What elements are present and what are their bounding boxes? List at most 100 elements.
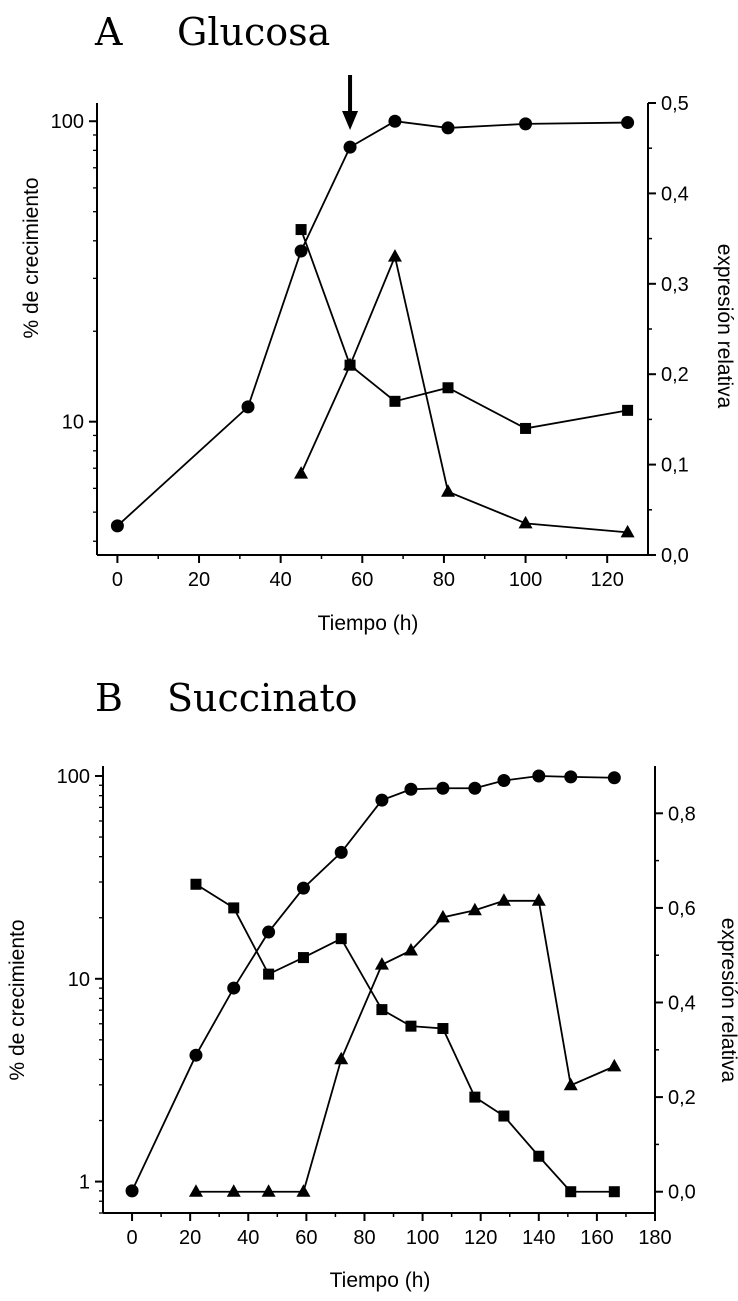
panel-b-y2-tick-label-0,6: 0,6 — [668, 898, 696, 920]
panel-a-x-tick-label-40: 40 — [270, 569, 292, 591]
panel-a-square-series-line — [300, 229, 628, 430]
panel-b-square-point — [228, 902, 240, 914]
panel-a-x-tick-label-120: 120 — [590, 569, 623, 591]
panel-a-y-tick-label-10: 10 — [62, 412, 84, 434]
panel-b-triangle-point — [467, 902, 482, 916]
panel-b-square-point — [376, 1004, 388, 1016]
chart-panel-succinato: B Succinato Tiempo (h) % de crecimiento … — [6, 676, 738, 1292]
panel-b-square-series-line — [195, 883, 615, 1193]
panel-b-circle-point — [125, 1184, 139, 1198]
panel-b-x-tick-label-180: 180 — [638, 1227, 671, 1249]
panel-b-triangle-point — [374, 957, 389, 970]
panel-b-y2-tick-label-0,4: 0,4 — [668, 993, 696, 1015]
panel-a-series — [110, 75, 635, 538]
panel-a-circle-point — [621, 116, 635, 130]
panel-b-x-tick-label-40: 40 — [237, 1227, 259, 1249]
panel-a-circle-point — [241, 400, 255, 414]
panel-b-square-point — [190, 878, 202, 890]
panel-a-x-axis-title: Tiempo (h) — [318, 612, 419, 635]
panel-a-square-point — [442, 382, 454, 394]
panel-b-triangle-point — [607, 1058, 622, 1072]
panel-b-y2-tick-label-0,2: 0,2 — [668, 1087, 696, 1109]
panel-b-x-tick-label-60: 60 — [295, 1227, 317, 1249]
panel-a-letter: A — [94, 10, 123, 54]
panel-a-y2-tick-label-0,1: 0,1 — [661, 455, 689, 477]
panel-a-triangle-point — [441, 484, 456, 497]
panel-a-arrow-annotation — [342, 75, 359, 130]
chart-panel-glucosa: A Glucosa Tiempo (h) % de crecimiento ex… — [20, 10, 736, 635]
panel-a-circle-point — [441, 121, 455, 135]
panel-b-triangle-point — [531, 893, 546, 906]
panel-b-title: Succinato — [167, 676, 358, 720]
panel-a-circle-point — [294, 244, 308, 258]
panel-b-triangle-point — [334, 1051, 349, 1065]
panel-b-triangle-point — [188, 1184, 203, 1197]
panel-b-triangle-series-line — [195, 899, 615, 1193]
panel-b-circle-point — [564, 770, 578, 784]
panel-a-title: Glucosa — [177, 10, 330, 54]
panel-a-triangle-point — [518, 515, 533, 529]
panel-b-triangle-point — [403, 942, 418, 956]
panel-a-y2-tick-label-0,4: 0,4 — [661, 183, 689, 205]
panel-b-square-point — [437, 1023, 449, 1035]
panel-b-left-axis-title: % de crecimiento — [6, 919, 29, 1080]
panel-b-y-tick-label-10: 10 — [68, 969, 90, 991]
panel-b-right-axis-title: expresión relativa — [717, 918, 738, 1083]
panel-b-x-tick-label-80: 80 — [353, 1227, 375, 1249]
panel-b-square-point — [263, 968, 275, 980]
panel-b-y2-tick-label-0,8: 0,8 — [668, 803, 696, 825]
panel-b-triangle-point — [496, 893, 511, 906]
panel-a-square-point — [622, 404, 634, 416]
panel-b-circle-point — [334, 845, 348, 859]
panel-a-y2-tick-label-0,3: 0,3 — [661, 274, 689, 296]
panel-a-right-axis-title: expresión relativa — [713, 244, 736, 409]
panel-b-letter: B — [95, 676, 123, 720]
panel-b-y2-tick-label-0,0: 0,0 — [668, 1182, 696, 1204]
panel-b-circle-point — [404, 782, 418, 796]
panel-a-axes: 0 20 40 60 80 100 120 10 100 0,0 0,1 0,2 0,3 0,4 0,5 — [51, 93, 689, 591]
panel-b-series — [125, 769, 622, 1198]
panel-a-x-tick-label-20: 20 — [188, 569, 210, 591]
panel-a-y2-tick-label-0,0: 0,0 — [661, 545, 689, 567]
panel-b-triangle-point — [563, 1077, 578, 1091]
panel-a-left-axis-title: % de crecimiento — [20, 177, 43, 338]
panel-b-circle-point — [375, 793, 389, 807]
panel-b-circle-point — [497, 773, 511, 787]
panel-a-circle-point — [519, 117, 533, 131]
panel-b-triangle-point — [261, 1184, 276, 1197]
panel-b-triangle-point — [296, 1184, 311, 1197]
panel-b-square-point — [565, 1186, 577, 1198]
panel-a-x-tick-label-60: 60 — [351, 569, 373, 591]
panel-b-x-tick-label-120: 120 — [464, 1227, 497, 1249]
panel-a-triangle-point — [387, 249, 402, 262]
panel-b-triangle-point — [435, 909, 450, 923]
panel-a-circle-series-line — [116, 120, 628, 527]
panel-a-x-tick-label-80: 80 — [433, 569, 455, 591]
panel-a-square-point — [295, 224, 307, 236]
panel-b-square-point — [405, 1020, 417, 1032]
panel-b-triangle-point — [226, 1184, 241, 1197]
panel-b-square-point — [335, 933, 347, 945]
panel-b-circle-point — [468, 781, 482, 795]
panel-b-circle-point — [532, 769, 546, 783]
panel-b-x-tick-label-20: 20 — [179, 1227, 201, 1249]
panel-a-triangle-point — [620, 524, 635, 538]
panel-a-y2-tick-label-0,5: 0,5 — [661, 93, 689, 115]
panel-a-y-tick-label-100: 100 — [51, 111, 84, 133]
panel-b-x-tick-label-100: 100 — [406, 1227, 439, 1249]
panel-a-arrow-head — [342, 111, 359, 130]
panel-b-circle-point — [262, 925, 276, 939]
panel-b-square-point — [469, 1091, 481, 1103]
panel-b-y-tick-label-1: 1 — [79, 1172, 90, 1194]
panel-a-square-point — [520, 422, 532, 434]
panel-a-triangle-point — [294, 466, 309, 479]
panel-a-y2-tick-label-0,2: 0,2 — [661, 364, 689, 386]
panel-b-x-tick-label-140: 140 — [522, 1227, 555, 1249]
panel-a-x-tick-label-100: 100 — [509, 569, 542, 591]
panel-b-circle-point — [436, 781, 450, 795]
panel-b-square-point — [533, 1150, 545, 1162]
panel-b-square-point — [297, 952, 309, 964]
panel-a-triangle-series-line — [300, 253, 628, 534]
panel-b-x-tick-label-0: 0 — [126, 1227, 137, 1249]
